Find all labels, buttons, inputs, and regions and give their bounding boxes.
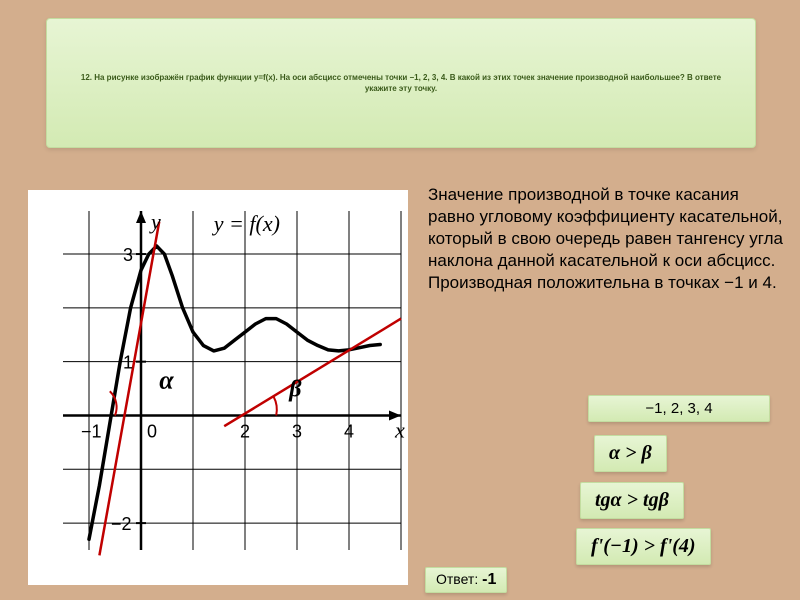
graph-container: y x y = f(x) −1 0 2 3 4 3 1 −2 α β	[28, 190, 408, 585]
svg-text:3: 3	[123, 245, 133, 265]
badge-f-compare: f'(−1) > f'(4)	[576, 528, 711, 565]
svg-text:β: β	[288, 377, 302, 403]
badge-tan-compare: tgα > tgβ	[580, 482, 684, 519]
svg-text:0: 0	[147, 421, 157, 441]
svg-text:y = f(x): y = f(x)	[212, 211, 280, 236]
graph-svg: y x y = f(x) −1 0 2 3 4 3 1 −2 α β	[28, 190, 408, 585]
answer-value: -1	[482, 571, 496, 588]
explanation-text: Значение производной в точке касания рав…	[428, 184, 783, 294]
badge-alpha-gt-beta: α > β	[594, 435, 667, 472]
badge-points: −1, 2, 3, 4	[588, 395, 770, 422]
svg-text:−1: −1	[81, 421, 102, 441]
question-text: 12. На рисунке изображён график функции …	[67, 72, 735, 94]
svg-text:3: 3	[292, 421, 302, 441]
svg-text:−2: −2	[111, 514, 132, 534]
question-box: 12. На рисунке изображён график функции …	[46, 18, 756, 148]
answer-label: Ответ:	[436, 571, 478, 587]
svg-text:2: 2	[240, 421, 250, 441]
svg-text:α: α	[159, 366, 174, 395]
svg-text:4: 4	[344, 421, 354, 441]
svg-text:1: 1	[123, 353, 133, 373]
svg-text:x: x	[394, 417, 405, 442]
svg-text:y: y	[149, 209, 161, 234]
answer-box: Ответ: -1	[425, 567, 507, 593]
